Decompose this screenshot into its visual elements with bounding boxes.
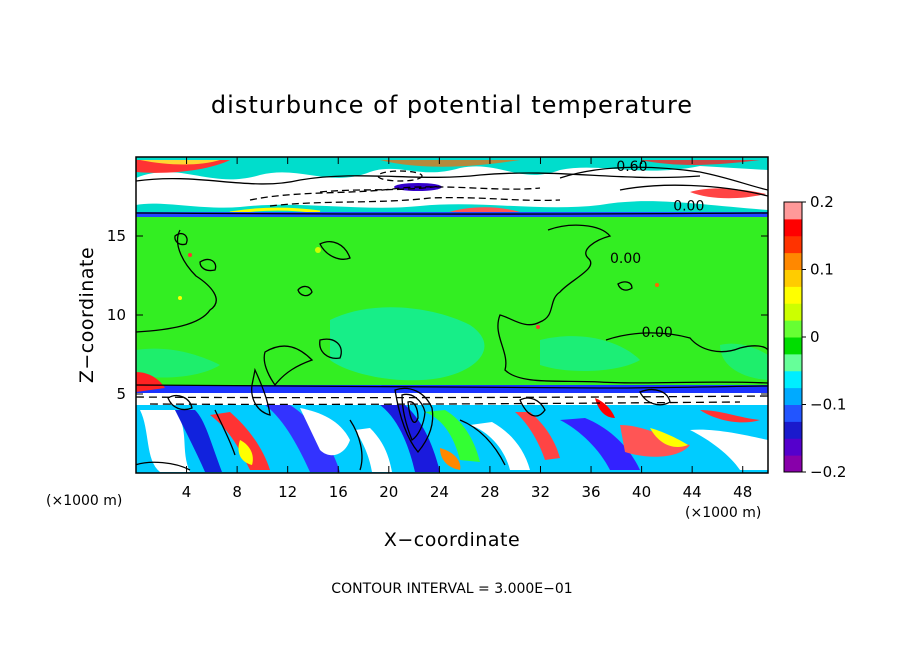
colorbar-swatch (784, 235, 802, 254)
colorbar-tick-label: 0.2 (810, 193, 834, 211)
x-tick-label: 20 (379, 483, 398, 501)
x-unit-right: (×1000 m) (685, 505, 761, 521)
colorbar-swatch (784, 337, 802, 355)
x-tick-label: 28 (480, 483, 499, 501)
x-tick-label: 12 (278, 483, 297, 501)
chart-title: disturbunce of potential temperature (211, 91, 693, 119)
contour-labels: 0.60 0.00 0.00 0.00 (610, 159, 704, 341)
colorbar-swatch (784, 286, 802, 304)
x-axis: 4 8 12 16 20 24 28 32 36 40 44 48 (182, 157, 752, 501)
contours (136, 166, 768, 471)
colorbar-tick-label: −0.1 (810, 396, 846, 414)
x-tick-label: 8 (232, 483, 242, 501)
contour-label: 0.00 (642, 325, 673, 341)
x-tick-label: 32 (531, 483, 550, 501)
colorbar-tick-label: 0.1 (810, 261, 834, 279)
colorbar-tick-label: −0.2 (810, 463, 846, 481)
contour-interval-note: CONTOUR INTERVAL = 3.000E−01 (331, 581, 572, 597)
colorbar-swatch (784, 404, 802, 422)
colorbar-swatch (784, 320, 802, 338)
x-tick-label: 4 (182, 483, 192, 501)
y-tick-label: 15 (107, 227, 126, 245)
colorbar-swatch (784, 353, 802, 372)
colorbar-swatch (784, 303, 802, 321)
colorbar: 0.2 0.1 0 −0.1 −0.2 (783, 193, 846, 481)
middle-patches (136, 247, 768, 381)
colorbar-swatch (784, 455, 802, 473)
x-unit-left: (×1000 m) (46, 493, 122, 509)
colorbar-swatch (784, 252, 802, 270)
colorbar-swatch (784, 202, 802, 220)
x-tick-label: 36 (581, 483, 600, 501)
colorbar-swatch (784, 421, 802, 439)
x-tick-label: 40 (632, 483, 651, 501)
colorbar-swatch (784, 438, 802, 456)
y-axis-label: Z−coordinate (76, 247, 98, 383)
x-tick-label: 24 (430, 483, 449, 501)
plot-area: 0.60 0.00 0.00 0.00 (136, 157, 768, 473)
x-tick-label: 48 (733, 483, 752, 501)
colorbar-swatch (784, 269, 802, 287)
colorbar-swatch (784, 218, 802, 237)
y-tick-label: 10 (107, 306, 126, 324)
y-tick-label: 5 (116, 385, 126, 403)
colorbar-swatch (784, 387, 802, 405)
contour-label: 0.00 (610, 251, 641, 267)
x-tick-label: 44 (683, 483, 702, 501)
contour-label: 0.00 (673, 199, 704, 215)
lower-band (136, 372, 768, 473)
x-tick-label: 16 (329, 483, 348, 501)
colorbar-swatch (784, 370, 802, 389)
contour-label: 0.60 (616, 159, 647, 175)
colorbar-tick-label: 0 (810, 328, 820, 346)
x-axis-label: X−coordinate (384, 529, 520, 551)
y-axis: 5 10 15 (107, 227, 768, 403)
